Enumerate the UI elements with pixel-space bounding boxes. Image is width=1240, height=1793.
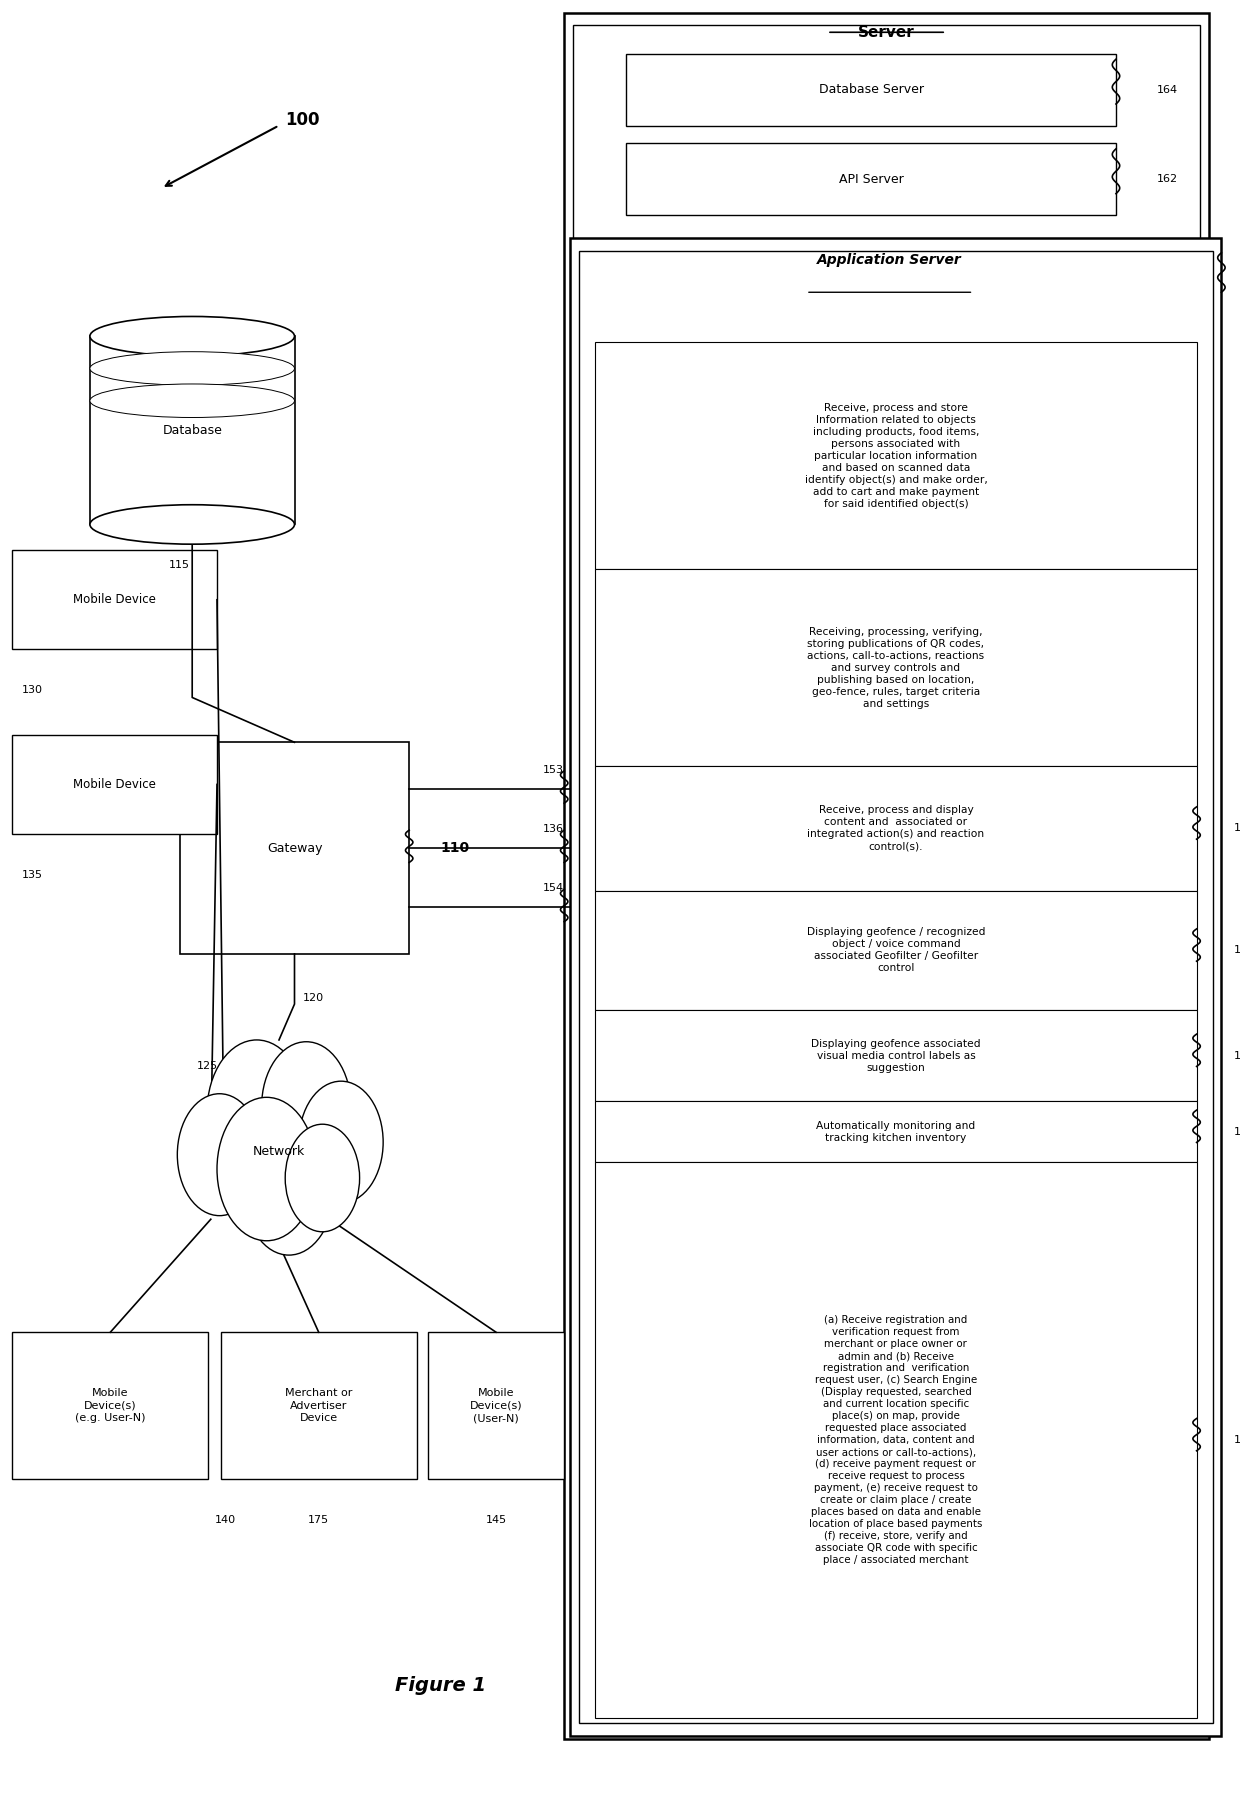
Text: 120: 120: [303, 993, 324, 1004]
Text: 162: 162: [1234, 1126, 1240, 1137]
FancyBboxPatch shape: [428, 1332, 564, 1479]
FancyBboxPatch shape: [12, 550, 217, 649]
Text: 140: 140: [215, 1515, 236, 1526]
Text: Merchant or
Advertiser
Device: Merchant or Advertiser Device: [285, 1388, 352, 1424]
Text: 154: 154: [543, 882, 564, 893]
Text: 153: 153: [543, 764, 564, 775]
Text: 125: 125: [196, 1061, 218, 1072]
FancyBboxPatch shape: [12, 1332, 208, 1479]
Text: Network: Network: [253, 1144, 305, 1158]
Circle shape: [217, 1097, 316, 1241]
Ellipse shape: [89, 316, 295, 355]
FancyBboxPatch shape: [595, 1009, 1197, 1101]
Ellipse shape: [89, 504, 295, 543]
Circle shape: [262, 1042, 351, 1171]
FancyBboxPatch shape: [595, 1101, 1197, 1162]
Text: API Server: API Server: [838, 172, 904, 186]
Text: Displaying geofence / recognized
object / voice command
associated Geofilter / G: Displaying geofence / recognized object …: [807, 927, 985, 974]
FancyBboxPatch shape: [579, 251, 1213, 1723]
Ellipse shape: [89, 384, 295, 418]
Text: (a) Receive registration and
verification request from
merchant or place owner o: (a) Receive registration and verificatio…: [810, 1314, 982, 1565]
FancyBboxPatch shape: [595, 342, 1197, 568]
Text: Displaying geofence associated
visual media control labels as
suggestion: Displaying geofence associated visual me…: [811, 1038, 981, 1072]
Text: Mobile
Device(s)
(e.g. User-N): Mobile Device(s) (e.g. User-N): [76, 1388, 145, 1424]
Circle shape: [285, 1124, 360, 1232]
Ellipse shape: [89, 351, 295, 385]
FancyBboxPatch shape: [564, 13, 1209, 1739]
Text: Database Server: Database Server: [818, 82, 924, 97]
Text: Mobile Device: Mobile Device: [73, 593, 156, 606]
Text: Mobile
Device(s)
(User-N): Mobile Device(s) (User-N): [470, 1388, 522, 1424]
Text: 136: 136: [543, 823, 564, 834]
Circle shape: [207, 1040, 306, 1183]
Text: Application Server: Application Server: [817, 253, 962, 267]
Circle shape: [244, 1126, 334, 1255]
Text: 158: 158: [1234, 945, 1240, 956]
FancyBboxPatch shape: [595, 891, 1197, 1009]
Text: 130: 130: [22, 685, 43, 696]
FancyBboxPatch shape: [180, 742, 409, 954]
FancyBboxPatch shape: [626, 143, 1116, 215]
Text: Database: Database: [162, 423, 222, 437]
FancyBboxPatch shape: [595, 568, 1197, 766]
Text: Receiving, processing, verifying,
storing publications of QR codes,
actions, cal: Receiving, processing, verifying, storin…: [807, 626, 985, 708]
FancyBboxPatch shape: [626, 54, 1116, 126]
Text: Receive, process and display
content and  associated or
integrated action(s) and: Receive, process and display content and…: [807, 805, 985, 852]
Text: 175: 175: [308, 1515, 330, 1526]
FancyBboxPatch shape: [595, 1162, 1197, 1718]
Text: 156: 156: [1234, 823, 1240, 834]
Text: 135: 135: [22, 870, 43, 880]
Text: Figure 1: Figure 1: [394, 1676, 486, 1694]
FancyBboxPatch shape: [221, 1332, 417, 1479]
Text: 110: 110: [440, 841, 469, 855]
FancyBboxPatch shape: [12, 735, 217, 834]
FancyBboxPatch shape: [595, 766, 1197, 891]
Text: Automatically monitoring and
tracking kitchen inventory: Automatically monitoring and tracking ki…: [816, 1121, 976, 1142]
Text: 164: 164: [1157, 84, 1178, 95]
Text: Mobile Device: Mobile Device: [73, 778, 156, 791]
Text: 159: 159: [1234, 1051, 1240, 1061]
Text: Gateway: Gateway: [267, 841, 322, 855]
Circle shape: [299, 1081, 383, 1203]
Circle shape: [177, 1094, 262, 1216]
FancyBboxPatch shape: [570, 238, 1221, 1736]
FancyBboxPatch shape: [573, 25, 1200, 1727]
Text: Server: Server: [858, 25, 915, 39]
Text: 190: 190: [1234, 1434, 1240, 1445]
FancyBboxPatch shape: [89, 337, 295, 524]
Text: 162: 162: [1157, 174, 1178, 185]
Text: 145: 145: [485, 1515, 507, 1526]
Text: 115: 115: [170, 559, 190, 570]
Text: Receive, process and store
Information related to objects
including products, fo: Receive, process and store Information r…: [805, 403, 987, 509]
Text: 100: 100: [285, 111, 320, 129]
